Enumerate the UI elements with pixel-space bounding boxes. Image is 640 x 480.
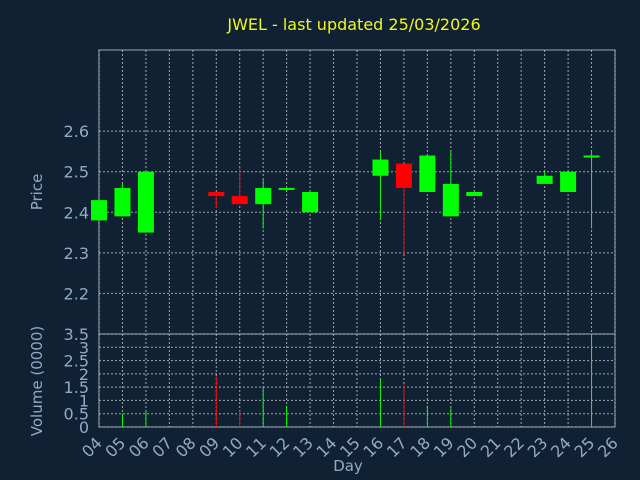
price-y-tick-label: 2.6 (64, 122, 89, 141)
volume-bars (121, 334, 593, 427)
candle-body (583, 155, 600, 158)
candle-body (231, 196, 248, 205)
volume-y-ticks: 00.511.522.533.5 (64, 325, 89, 437)
candle-body (208, 192, 225, 197)
candle-body (114, 187, 131, 217)
x-axis-label: Day (333, 457, 363, 475)
candle-body (419, 155, 436, 192)
volume-y-tick-label: 2.5 (64, 352, 89, 371)
x-tick-label: 26 (594, 433, 622, 461)
volume-y-tick-label: 0 (79, 418, 89, 437)
price-y-tick-label: 2.5 (64, 163, 89, 182)
candle-body (395, 163, 412, 188)
price-y-tick-label: 2.3 (64, 244, 89, 263)
candle-body (137, 171, 154, 233)
candle-body (372, 159, 389, 176)
price-y-tick-label: 2.2 (64, 284, 89, 303)
candle-body (302, 192, 319, 213)
candle-body (278, 187, 295, 190)
volume-y-tick-label: 3 (79, 338, 89, 357)
candle-body (91, 200, 107, 221)
candle-body (442, 183, 459, 217)
volume-y-tick-label: 2 (79, 365, 89, 384)
candles (91, 151, 600, 253)
chart-title: JWEL - last updated 25/03/2026 (226, 15, 480, 34)
volume-y-tick-label: 3.5 (64, 325, 89, 344)
volume-axis-label: Volume (0000) (28, 326, 46, 436)
price-axis-label: Price (28, 174, 46, 211)
volume-y-tick-label: 1 (79, 391, 89, 410)
price-y-ticks: 2.2 2.3 2.4 2.5 2.6 (64, 122, 89, 303)
volume-y-tick-label: 1.5 (64, 378, 89, 397)
volume-y-tick-label: 0.5 (64, 405, 89, 424)
candle-body (560, 171, 577, 192)
price-panel: 2.2 2.3 2.4 2.5 2.6 Price (28, 49, 616, 335)
volume-panel: 00.511.522.533.5 Volume (0000) (28, 325, 616, 437)
price-y-tick-label: 2.4 (64, 203, 89, 222)
candle-body (466, 192, 483, 197)
candle-body (536, 175, 553, 184)
candle-body (255, 187, 272, 205)
